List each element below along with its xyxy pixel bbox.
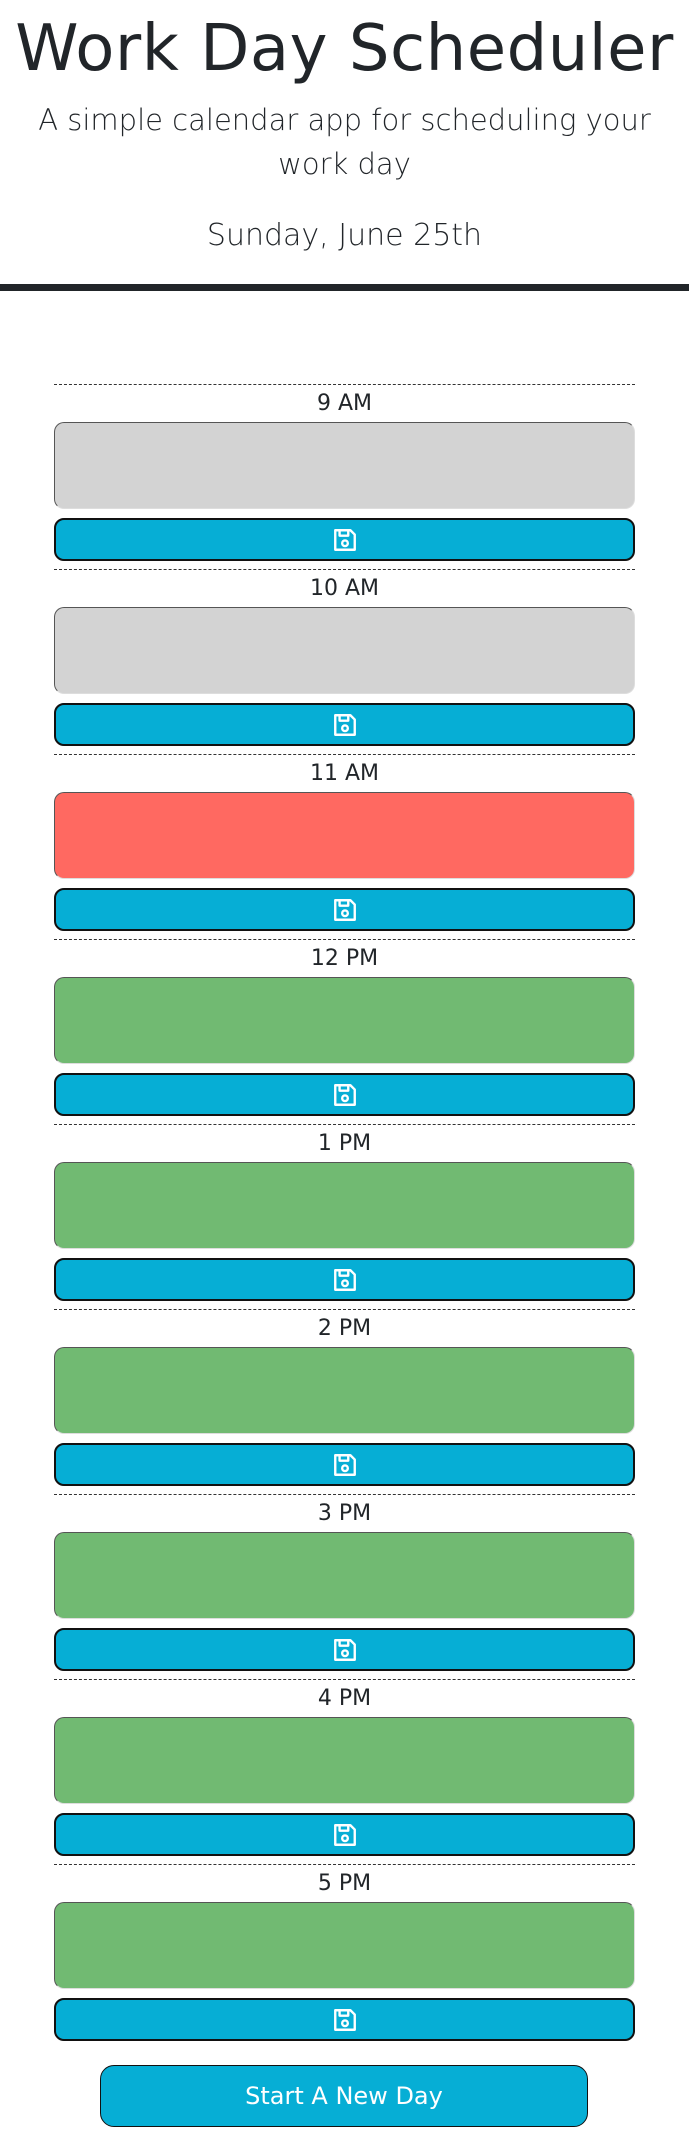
hour-label: 10 AM xyxy=(309,576,380,601)
floppy-disk-icon xyxy=(332,1822,358,1848)
event-description-input[interactable] xyxy=(54,1902,635,1989)
save-button[interactable] xyxy=(54,1258,635,1301)
start-new-day-button[interactable]: Start A New Day xyxy=(100,2065,588,2127)
time-block: 2 PM xyxy=(54,1309,635,1494)
hour-label: 3 PM xyxy=(317,1501,372,1526)
event-description-input[interactable] xyxy=(54,977,635,1064)
page-title: Work Day Scheduler xyxy=(15,12,674,86)
save-button[interactable] xyxy=(54,1628,635,1671)
save-button[interactable] xyxy=(54,1443,635,1486)
page-subtitle: A simple calendar app for scheduling you… xyxy=(38,103,651,181)
hour-label: 1 PM xyxy=(317,1131,372,1156)
time-block: 3 PM xyxy=(54,1494,635,1679)
time-block: 11 AM xyxy=(54,754,635,939)
time-block: 5 PM xyxy=(54,1864,635,2049)
floppy-disk-icon xyxy=(332,712,358,738)
time-block: 10 AM xyxy=(54,569,635,754)
event-description-input[interactable] xyxy=(54,1717,635,1804)
event-description-input[interactable] xyxy=(54,1347,635,1434)
hour-label: 9 AM xyxy=(316,391,373,416)
event-description-input[interactable] xyxy=(54,792,635,879)
save-button[interactable] xyxy=(54,888,635,931)
save-button[interactable] xyxy=(54,703,635,746)
time-block: 9 AM xyxy=(54,384,635,569)
hour-label: 4 PM xyxy=(317,1686,372,1711)
event-description-input[interactable] xyxy=(54,607,635,694)
event-description-input[interactable] xyxy=(54,422,635,509)
hour-label: 2 PM xyxy=(317,1316,372,1341)
floppy-disk-icon xyxy=(332,2007,358,2033)
hour-label: 11 AM xyxy=(309,761,380,786)
current-day: Sunday, June 25th xyxy=(206,218,483,253)
save-button[interactable] xyxy=(54,1813,635,1856)
save-button[interactable] xyxy=(54,1998,635,2041)
hour-label: 5 PM xyxy=(317,1871,372,1896)
floppy-disk-icon xyxy=(332,527,358,553)
event-description-input[interactable] xyxy=(54,1162,635,1249)
time-block: 12 PM xyxy=(54,939,635,1124)
page-header: Work Day Scheduler A simple calendar app… xyxy=(0,0,689,291)
floppy-disk-icon xyxy=(332,1267,358,1293)
save-button[interactable] xyxy=(54,518,635,561)
floppy-disk-icon xyxy=(332,1452,358,1478)
event-description-input[interactable] xyxy=(54,1532,635,1619)
hour-label: 12 PM xyxy=(310,946,379,971)
time-block-list: 9 AM 10 AM 11 AM 12 PM 1 PM 2 PM 3 PM 4 PM 5 PM xyxy=(54,384,635,2049)
floppy-disk-icon xyxy=(332,1082,358,1108)
save-button[interactable] xyxy=(54,1073,635,1116)
floppy-disk-icon xyxy=(332,897,358,923)
time-block: 4 PM xyxy=(54,1679,635,1864)
floppy-disk-icon xyxy=(332,1637,358,1663)
time-block: 1 PM xyxy=(54,1124,635,1309)
